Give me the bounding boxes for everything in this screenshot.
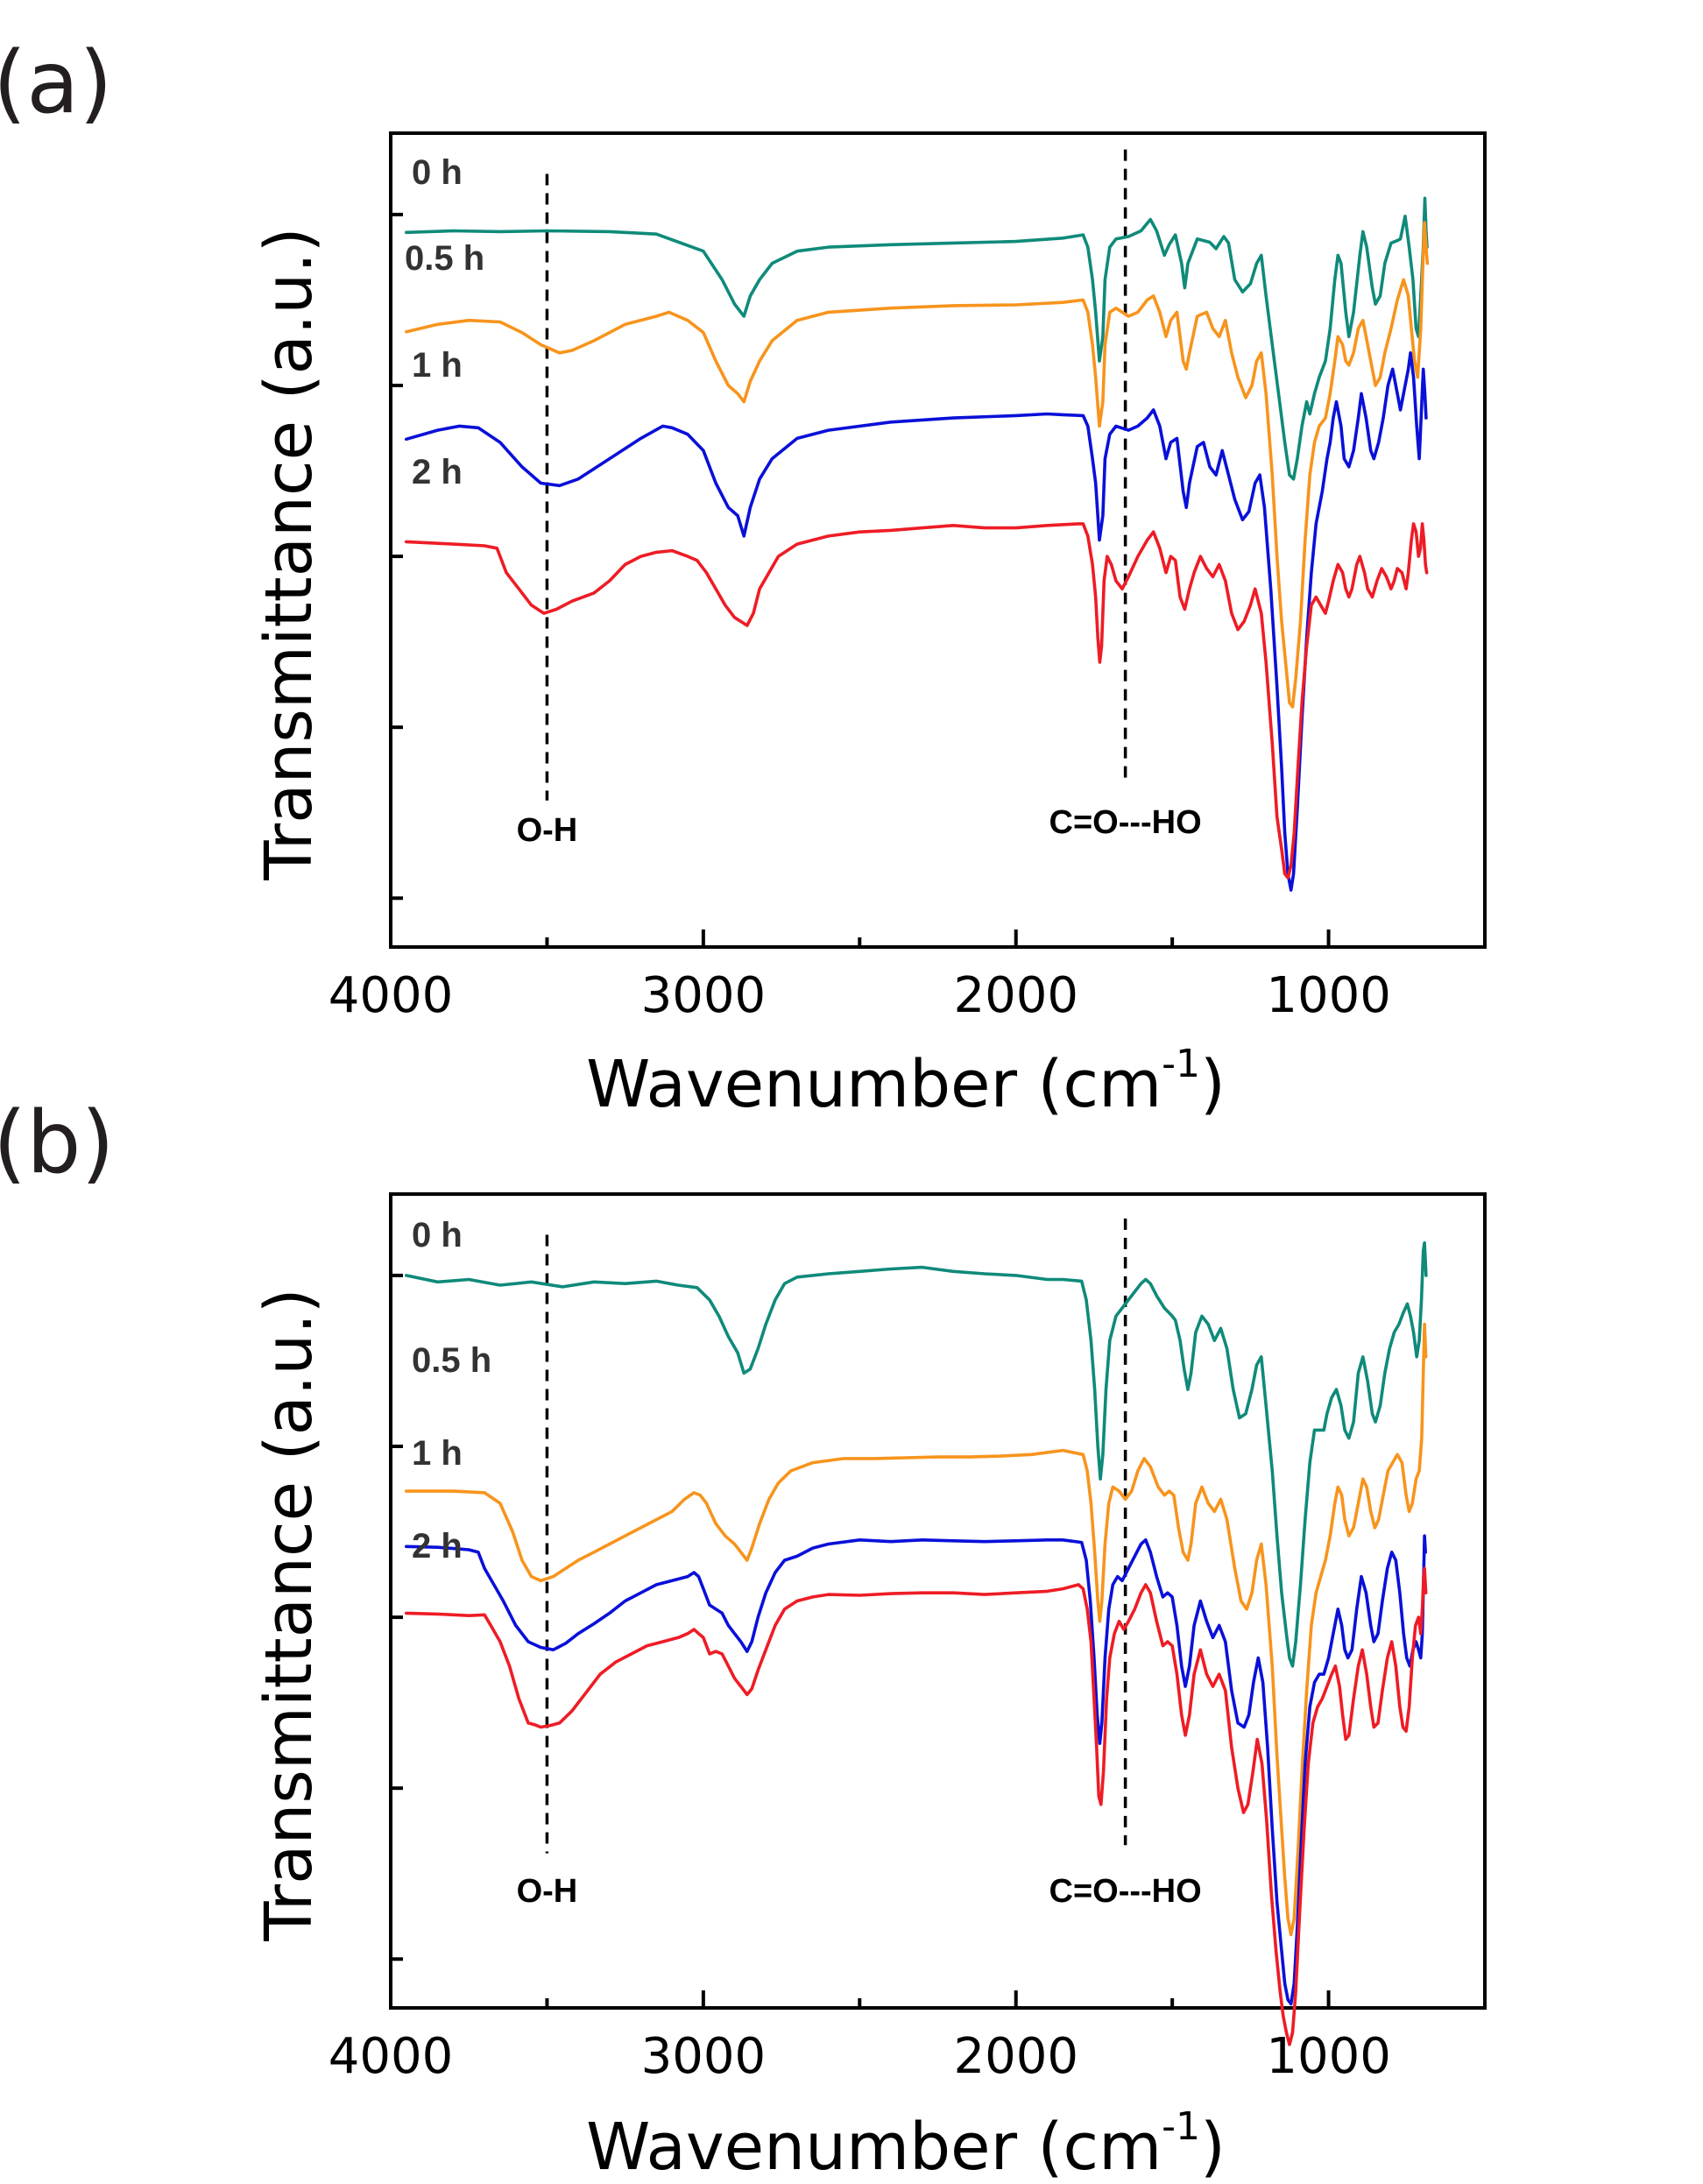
- x-tick-label: 2000: [953, 2028, 1078, 2085]
- x-tick-label: 3000: [641, 967, 767, 1024]
- series-line-1h: [405, 351, 1428, 892]
- plot-frame: [389, 131, 1487, 949]
- co-hydrogen-bond-annotation: C=O---HO: [1049, 804, 1202, 841]
- co-hydrogen-bond-annotation: C=O---HO: [1049, 1873, 1202, 1910]
- y-axis-title: Transmittance (a.u.): [251, 1288, 327, 1941]
- series-line-0h: [405, 1240, 1428, 1668]
- series-line-0h: [405, 196, 1429, 481]
- x-axis-title: Wavenumber (cm-1): [586, 1042, 1226, 1122]
- y-axis-title: Transmittance (a.u.): [251, 227, 327, 880]
- series-label-0-5h: 0.5 h: [405, 239, 484, 278]
- x-tick-label: 1000: [1266, 967, 1391, 1024]
- plot-frame: [389, 1192, 1487, 2010]
- series-line-0-5h: [405, 221, 1430, 709]
- x-tick-label: 4000: [329, 967, 454, 1024]
- series-line-2h: [405, 1566, 1428, 2046]
- series-line-2h: [405, 522, 1429, 880]
- panel-label: (a): [0, 33, 113, 133]
- x-tick-label: 2000: [953, 967, 1078, 1024]
- x-tick-label: 4000: [329, 2028, 454, 2085]
- oh-annotation: O-H: [517, 812, 578, 849]
- series-label-2h: 2 h: [412, 453, 463, 491]
- series-label-2h: 2 h: [412, 1527, 463, 1566]
- series-line-0-5h: [405, 1322, 1428, 1937]
- series-line-1h: [405, 1534, 1427, 2006]
- x-tick-label: 1000: [1266, 2028, 1391, 2085]
- series-label-0h: 0 h: [412, 153, 463, 192]
- series-label-1h: 1 h: [412, 346, 463, 385]
- panel-a: (a) Transmittance (a.u.) Wavenumber (cm-…: [0, 33, 1487, 1122]
- series-label-0h: 0 h: [412, 1216, 463, 1255]
- x-axis-title: Wavenumber (cm-1): [586, 2104, 1226, 2184]
- series-label-0-5h: 0.5 h: [412, 1341, 491, 1380]
- x-tick-label: 3000: [641, 2028, 767, 2085]
- panel-b: (b) Transmittance (a.u.) Wavenumber (cm-…: [0, 1093, 1487, 2184]
- panel-label: (b): [0, 1093, 115, 1193]
- oh-annotation: O-H: [517, 1873, 578, 1910]
- series-label-1h: 1 h: [412, 1434, 463, 1473]
